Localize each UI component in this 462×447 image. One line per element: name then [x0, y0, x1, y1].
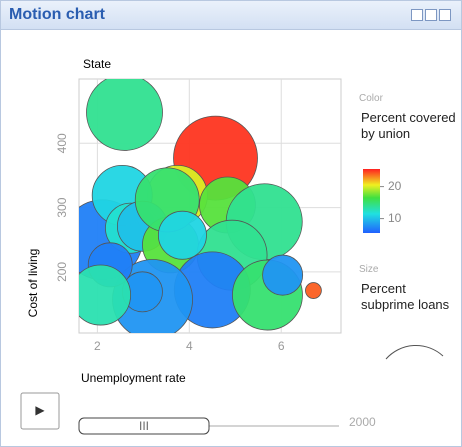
bubble: [86, 79, 163, 151]
y-axis-label: Cost of living: [26, 249, 40, 318]
minimize-icon[interactable]: [425, 9, 437, 21]
menu-icon[interactable]: [411, 9, 423, 21]
play-button[interactable]: [20, 392, 60, 430]
color-bar: [363, 169, 380, 233]
size-legend-heading: Size: [359, 264, 379, 275]
play-icon[interactable]: ▶: [35, 403, 45, 417]
slider-handle[interactable]: [78, 417, 210, 435]
year-label: 2000: [349, 415, 376, 429]
slider-grip[interactable]: III: [139, 419, 149, 433]
x-tick-label: 4: [186, 339, 193, 353]
y-tick-label: 300: [55, 197, 69, 217]
color-tick-label: 20: [388, 179, 402, 193]
x-tick-label: 6: [278, 339, 285, 353]
chart-title: State: [83, 57, 111, 71]
close-icon[interactable]: [439, 9, 451, 21]
x-axis-label: Unemployment rate: [81, 371, 186, 385]
size-legend-arc: [385, 344, 444, 360]
color-legend-heading: Color: [359, 93, 383, 104]
gadget-title: Motion chart: [9, 6, 105, 23]
bubble: [157, 210, 207, 260]
size-legend-label: Percent subprime loans: [361, 281, 450, 312]
bubble: [79, 264, 132, 326]
bubble: [305, 282, 322, 299]
color-tick-label: 10: [388, 211, 402, 225]
y-tick-label: 200: [55, 262, 69, 282]
title-bar: Motion chart: [1, 1, 461, 30]
color-legend-label: Percent covered by union: [361, 110, 456, 141]
x-tick-label: 2: [94, 339, 101, 353]
bubble: [262, 254, 304, 296]
y-tick-label: 400: [55, 133, 69, 153]
